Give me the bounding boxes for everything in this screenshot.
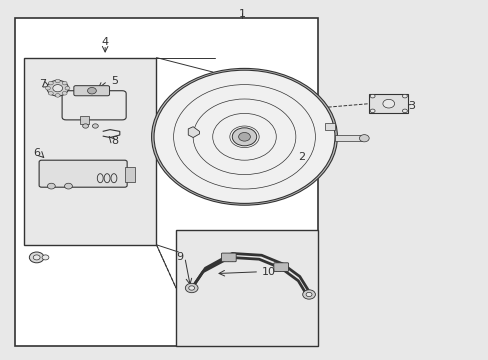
Polygon shape xyxy=(368,94,407,113)
Circle shape xyxy=(238,132,250,141)
FancyBboxPatch shape xyxy=(39,160,127,187)
Circle shape xyxy=(185,283,198,293)
Circle shape xyxy=(48,81,53,85)
FancyBboxPatch shape xyxy=(15,18,317,346)
Text: 6: 6 xyxy=(34,148,41,158)
FancyBboxPatch shape xyxy=(176,230,317,346)
Text: 2: 2 xyxy=(298,152,305,162)
FancyBboxPatch shape xyxy=(24,58,156,245)
Circle shape xyxy=(369,109,374,113)
Text: 5: 5 xyxy=(111,76,118,86)
FancyBboxPatch shape xyxy=(273,263,288,271)
Circle shape xyxy=(232,128,256,146)
Text: 3: 3 xyxy=(407,101,414,111)
Text: 9: 9 xyxy=(176,252,183,262)
Circle shape xyxy=(55,94,60,97)
Circle shape xyxy=(47,183,55,189)
Circle shape xyxy=(305,292,311,297)
Circle shape xyxy=(62,81,67,85)
Circle shape xyxy=(64,183,72,189)
Text: 4: 4 xyxy=(102,37,108,48)
Circle shape xyxy=(55,79,60,83)
Circle shape xyxy=(42,255,49,260)
Circle shape xyxy=(87,87,96,94)
Circle shape xyxy=(33,255,40,260)
Circle shape xyxy=(369,94,374,98)
Circle shape xyxy=(359,135,368,142)
Circle shape xyxy=(29,252,44,263)
Bar xyxy=(124,167,135,182)
Circle shape xyxy=(302,290,315,299)
Circle shape xyxy=(402,109,407,113)
Circle shape xyxy=(47,80,68,96)
FancyBboxPatch shape xyxy=(221,253,236,262)
Circle shape xyxy=(62,91,67,95)
Text: 8: 8 xyxy=(111,136,118,147)
Text: 7: 7 xyxy=(39,78,46,89)
Circle shape xyxy=(188,286,194,290)
Circle shape xyxy=(92,124,98,128)
Circle shape xyxy=(45,86,50,90)
Text: 10: 10 xyxy=(261,267,275,277)
FancyBboxPatch shape xyxy=(62,91,126,120)
Circle shape xyxy=(82,124,88,128)
Circle shape xyxy=(151,68,337,205)
Circle shape xyxy=(402,94,407,98)
Circle shape xyxy=(53,85,62,92)
Circle shape xyxy=(154,70,334,203)
Bar xyxy=(334,135,361,141)
Text: 1: 1 xyxy=(238,9,245,19)
Circle shape xyxy=(48,91,53,95)
Circle shape xyxy=(382,99,394,108)
FancyBboxPatch shape xyxy=(74,86,109,96)
Polygon shape xyxy=(188,127,199,138)
Circle shape xyxy=(65,86,70,90)
Bar xyxy=(325,123,334,130)
Bar xyxy=(80,116,88,124)
